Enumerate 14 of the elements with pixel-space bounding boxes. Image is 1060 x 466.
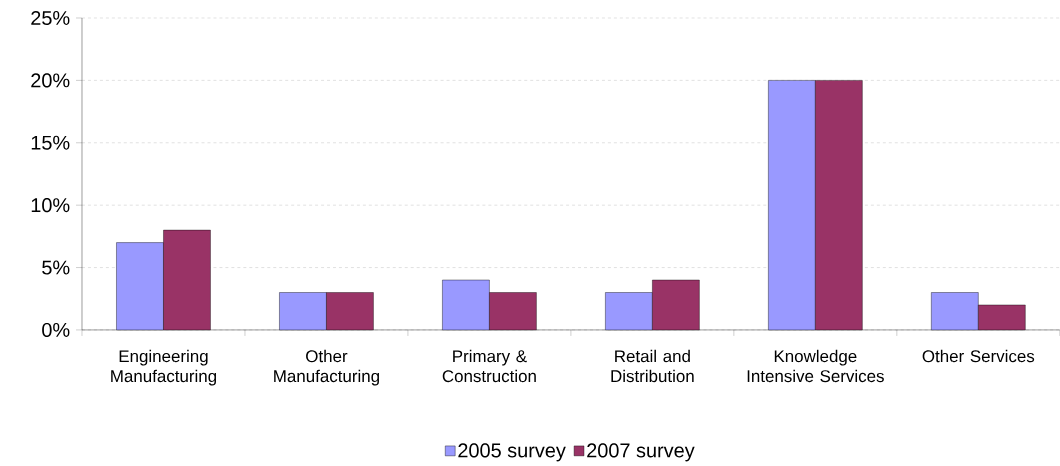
legend-label: 2005 survey	[458, 443, 566, 462]
x-tick-label: Primary & Construction	[442, 349, 536, 383]
y-tick-label: 15%	[31, 135, 70, 150]
y-tick-label: 10%	[31, 198, 70, 213]
x-tick-label: Engineering Manufacturing	[111, 349, 217, 386]
y-tick-label: 25%	[31, 11, 70, 26]
y-tick-label: 20%	[31, 73, 70, 88]
legend-label: 2007 survey	[587, 443, 695, 462]
y-tick-label: 5%	[42, 260, 70, 275]
x-tick-label: Other Manufacturing	[274, 349, 379, 386]
x-tick-label: Other Services	[922, 349, 1035, 363]
x-tick-label: Retail and Distribution	[611, 349, 694, 383]
x-tick-label: Knowledge Intensive Services	[747, 349, 884, 383]
y-tick-label: 0%	[42, 322, 70, 338]
